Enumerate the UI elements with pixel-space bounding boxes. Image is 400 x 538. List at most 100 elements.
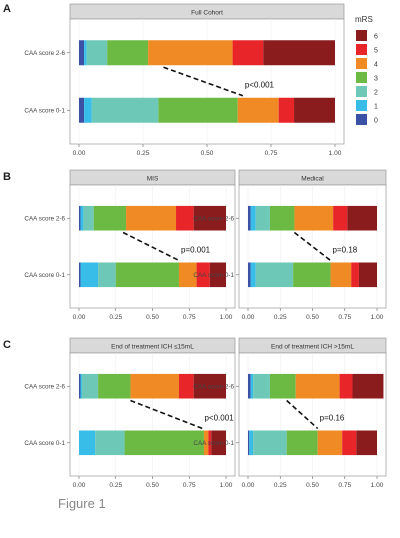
bar-segment-mrs-6 xyxy=(193,205,226,231)
bar-segment-mrs-2 xyxy=(253,430,287,456)
bar-segment-mrs-4 xyxy=(330,262,352,288)
x-tick-label: 1.00 xyxy=(371,482,384,489)
x-tick-label: 1.00 xyxy=(220,482,233,489)
legend-label: 0 xyxy=(374,118,378,125)
legend-label: 1 xyxy=(374,104,378,111)
bar-segment-mrs-3 xyxy=(98,373,131,399)
legend-swatch-mrs-1 xyxy=(356,100,367,111)
bar-segment-mrs-2 xyxy=(91,97,159,123)
bar-segment-mrs-5 xyxy=(333,205,348,231)
x-tick-label: 0.50 xyxy=(201,150,214,157)
trend-line xyxy=(163,66,244,97)
legend-label: 5 xyxy=(374,48,378,55)
panel-label: B xyxy=(3,171,11,183)
bar-segment-mrs-3 xyxy=(293,262,331,288)
bar-segment-mrs-3 xyxy=(107,40,149,66)
bar-segment-mrs-2 xyxy=(83,205,94,231)
bar-segment-mrs-0 xyxy=(248,205,251,231)
panel-0: A Full Cohort 0.00 0.25 0.50 0.75 1.00 CAA scor… xyxy=(3,3,345,157)
x-tick-label: 0.75 xyxy=(183,482,196,489)
trend-line xyxy=(130,399,203,430)
x-tick-label: 0.75 xyxy=(183,314,196,321)
bar-segment-mrs-1 xyxy=(79,430,96,456)
bar-segment-mrs-1 xyxy=(250,373,254,399)
bar-segment-mrs-2 xyxy=(255,262,294,288)
x-tick-label: 0.75 xyxy=(338,482,351,489)
bar-segment-mrs-1 xyxy=(80,373,82,399)
bar-segment-mrs-6 xyxy=(209,262,226,288)
trend-line xyxy=(286,399,319,430)
bar-segment-mrs-1 xyxy=(250,262,256,288)
y-tick-label: CAA score 2-6 xyxy=(193,215,234,222)
y-tick-label: CAA score 0-1 xyxy=(24,440,65,447)
bar-segment-mrs-5 xyxy=(339,373,353,399)
bar-segment-mrs-3 xyxy=(286,430,318,456)
y-tick-label: CAA score 2-6 xyxy=(24,215,65,222)
bar-segment-mrs-6 xyxy=(358,262,377,288)
x-tick-label: 1.00 xyxy=(371,314,384,321)
legend-title: mRS xyxy=(355,15,373,24)
x-tick-label: 0.50 xyxy=(306,314,319,321)
legend-swatch-mrs-6 xyxy=(356,30,367,41)
bar-segment-mrs-0 xyxy=(248,430,250,456)
y-tick-label: CAA score 2-6 xyxy=(24,50,65,57)
bar-segment-mrs-5 xyxy=(232,40,264,66)
p-value: p=0.001 xyxy=(181,246,211,255)
bar-segment-mrs-4 xyxy=(126,205,177,231)
bar-segment-mrs-6 xyxy=(263,40,335,66)
x-tick-label: 0.50 xyxy=(306,482,319,489)
bar-segment-mrs-5 xyxy=(176,205,194,231)
bar-segment-mrs-2 xyxy=(98,262,116,288)
bar-segment-mrs-3 xyxy=(124,430,204,456)
bar-segment-mrs-2 xyxy=(81,373,99,399)
bar-segment-mrs-0 xyxy=(79,97,85,123)
bar-segment-mrs-2 xyxy=(86,40,108,66)
bar-segment-mrs-0 xyxy=(79,262,81,288)
x-tick-label: 1.00 xyxy=(329,150,342,157)
x-tick-label: 0.00 xyxy=(242,314,255,321)
legend-swatch-mrs-4 xyxy=(356,58,367,69)
bar-segment-mrs-1 xyxy=(80,205,84,231)
legend-swatch-mrs-0 xyxy=(356,114,367,125)
y-tick-label: CAA score 0-1 xyxy=(193,440,234,447)
y-tick-label: CAA score 2-6 xyxy=(24,383,65,390)
x-tick-label: 1.00 xyxy=(220,314,233,321)
p-value: p=0.18 xyxy=(333,246,358,255)
panel-1: B MIS 0.00 0.25 0.50 0.75 1.00 CAA score 2-6 CAA… xyxy=(3,169,236,321)
bar-segment-mrs-1 xyxy=(80,262,99,288)
bar-segment-mrs-4 xyxy=(237,97,279,123)
p-value: p<0.001 xyxy=(245,81,275,90)
panel-title: MIS xyxy=(147,176,159,183)
y-tick-label: CAA score 0-1 xyxy=(24,272,65,279)
y-tick-label: CAA score 2-6 xyxy=(193,383,234,390)
bar-segment-mrs-5 xyxy=(196,262,210,288)
bar-segment-mrs-1 xyxy=(84,40,87,66)
bar-segment-mrs-4 xyxy=(203,430,209,456)
legend-label: 6 xyxy=(374,34,378,41)
bar-segment-mrs-2 xyxy=(253,373,270,399)
panel-title: Full Cohort xyxy=(191,10,223,17)
panel-title: Medical xyxy=(301,176,324,183)
x-tick-label: 0.25 xyxy=(137,150,150,157)
legend-swatch-mrs-5 xyxy=(356,44,367,55)
bar-segment-mrs-4 xyxy=(294,205,334,231)
x-tick-label: 0.50 xyxy=(146,314,159,321)
bar-segment-mrs-3 xyxy=(269,205,295,231)
legend-swatch-mrs-3 xyxy=(356,72,367,83)
panels: A Full Cohort 0.00 0.25 0.50 0.75 1.00 CAA scor… xyxy=(3,3,387,489)
x-tick-label: 0.25 xyxy=(274,314,287,321)
panel-4: End of treatment ICH >15mL 0.00 0.25 0.50 0.… xyxy=(193,337,387,489)
y-tick-label: CAA score 0-1 xyxy=(193,272,234,279)
figure-caption: Figure 1 xyxy=(58,496,106,511)
panel-label: C xyxy=(3,339,11,351)
bar-segment-mrs-6 xyxy=(294,97,335,123)
bar-segment-mrs-0 xyxy=(79,373,81,399)
legend-label: 2 xyxy=(374,90,378,97)
bar-segment-mrs-2 xyxy=(255,205,270,231)
bar-segment-mrs-1 xyxy=(249,430,254,456)
bar-segment-mrs-0 xyxy=(79,40,85,66)
x-tick-label: 0.25 xyxy=(274,482,287,489)
bar-segment-mrs-3 xyxy=(115,262,179,288)
bar-segment-mrs-6 xyxy=(356,430,377,456)
